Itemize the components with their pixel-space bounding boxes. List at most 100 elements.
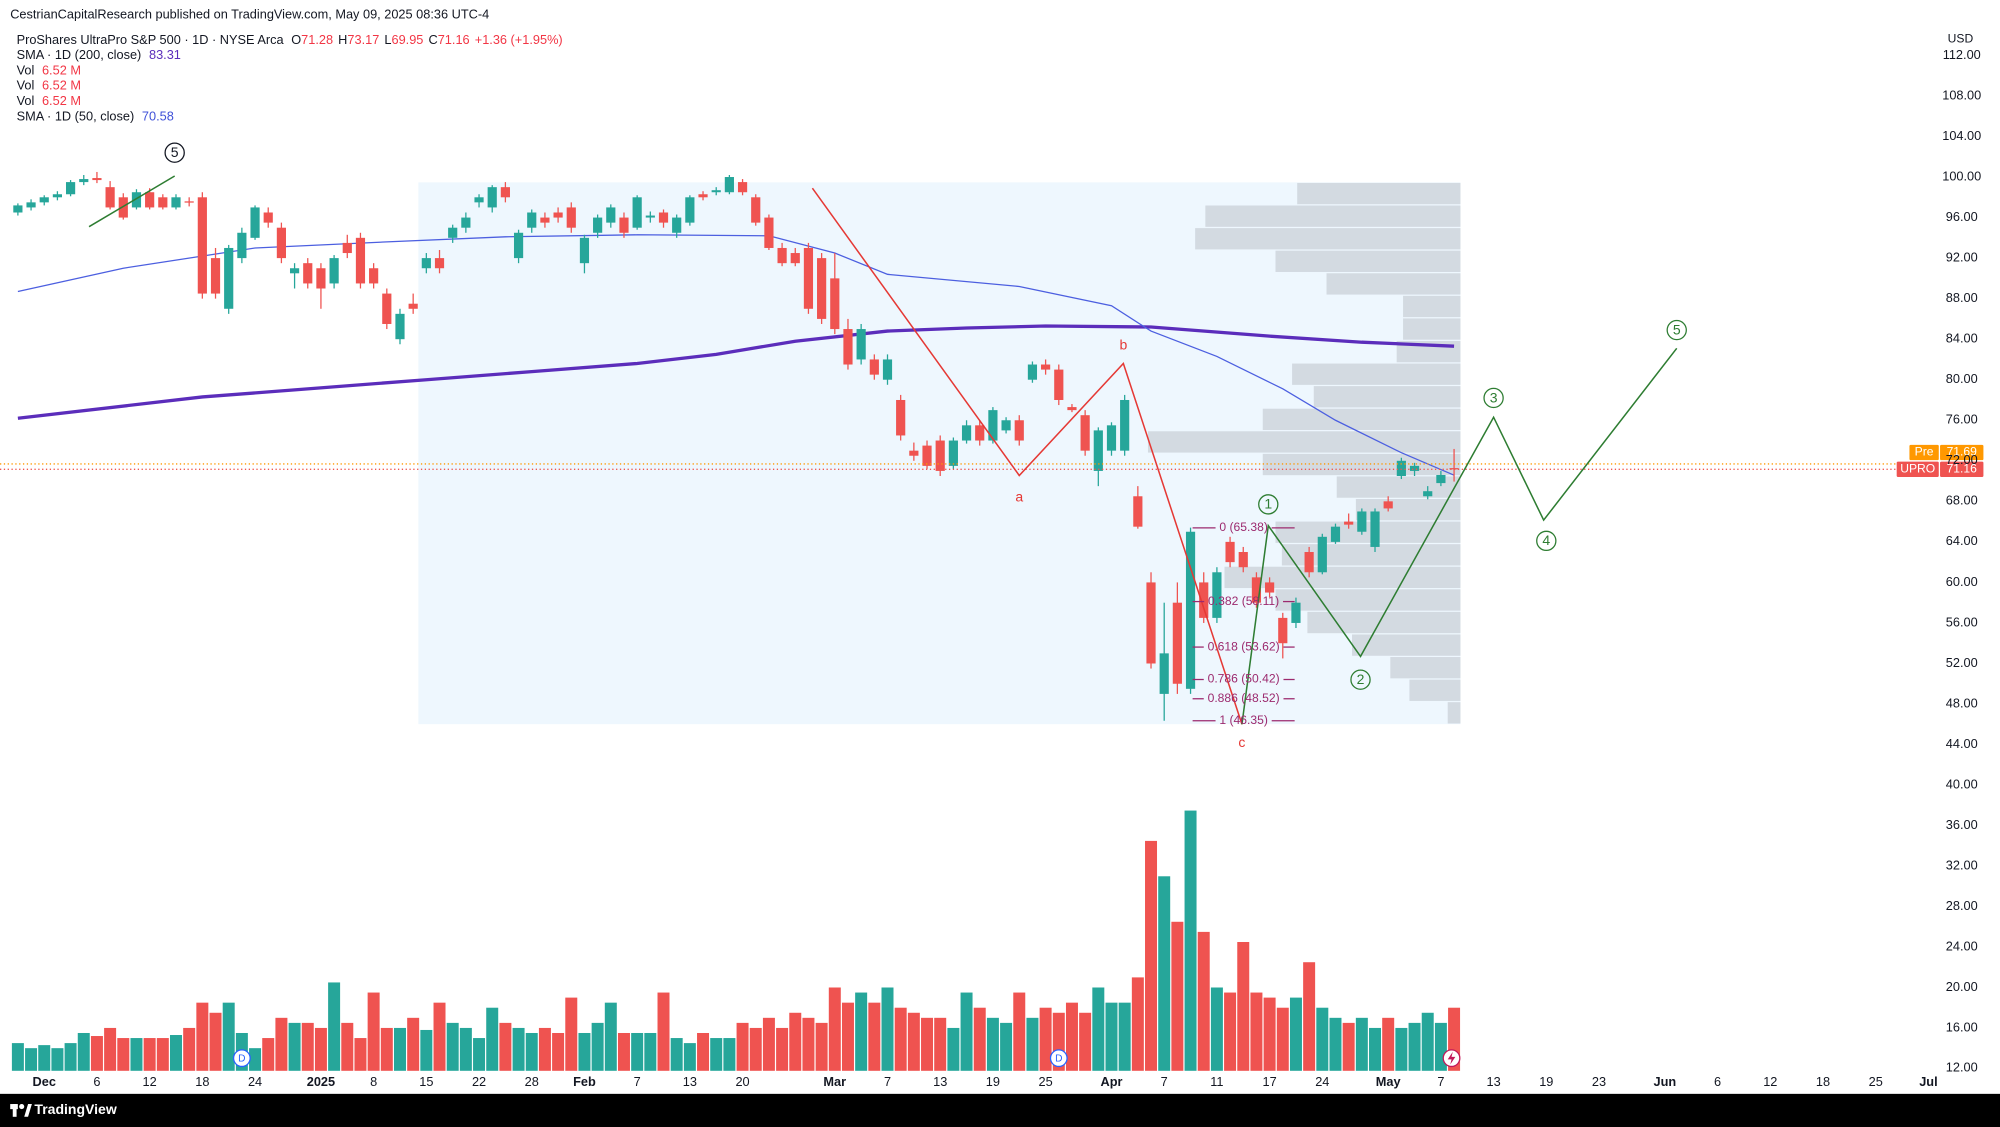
candle-body <box>1291 602 1301 623</box>
volume-bar <box>591 1022 604 1071</box>
volume-bar <box>130 1038 143 1071</box>
volume-bar <box>156 1038 169 1071</box>
volume-bar <box>275 1017 288 1071</box>
volume-bar <box>841 1002 854 1071</box>
x-tick-label: 15 <box>419 1074 433 1089</box>
volume-bar <box>1224 992 1237 1071</box>
volume-bar <box>762 1017 775 1071</box>
volume-bar <box>578 1032 591 1071</box>
candle-body <box>790 253 800 264</box>
candle-body <box>1212 572 1222 618</box>
volume-bar <box>1026 1017 1039 1071</box>
candle-body <box>1317 536 1327 573</box>
candle-body <box>724 177 734 193</box>
volume-bar <box>617 1032 630 1071</box>
volume-bar <box>104 1027 117 1071</box>
y2-tick-label: 12.00 <box>1946 1060 1978 1075</box>
x-tick-label: 19 <box>1539 1074 1553 1089</box>
legend-value: 6.52 M <box>42 93 81 108</box>
y-tick-label: 80.00 <box>1946 371 1978 386</box>
x-tick-label: 8 <box>370 1074 377 1089</box>
candle-body <box>961 425 972 441</box>
candle-body <box>1199 582 1209 618</box>
candle-body <box>1423 491 1433 497</box>
x-tick-label: 7 <box>1437 1074 1444 1089</box>
volume-bar <box>1158 876 1171 1071</box>
wave-line <box>811 187 1243 725</box>
candle-body <box>803 247 814 309</box>
x-tick-label: 24 <box>248 1074 262 1089</box>
legend-main: ProShares UltraPro S&P 500 · 1D · NYSE A… <box>17 32 563 47</box>
y-tick-label: 68.00 <box>1946 493 1978 508</box>
wave-label: c <box>1238 734 1245 750</box>
volume-bar <box>1079 1012 1092 1071</box>
candle-body <box>1146 582 1156 664</box>
candle-body <box>1106 425 1117 451</box>
volume-bar <box>1421 1012 1434 1071</box>
candle-body <box>1251 577 1262 603</box>
volume-bar <box>117 1038 130 1071</box>
volume-bar <box>301 1022 314 1071</box>
volume-profile-row <box>1262 408 1461 431</box>
volume-bar <box>77 1032 90 1071</box>
x-tick-label: 20 <box>735 1074 749 1089</box>
volume-bar <box>881 987 894 1071</box>
fib-label: 0.618 (53.62) <box>1208 639 1280 653</box>
volume-bar <box>380 1027 393 1071</box>
wave-circle <box>1666 319 1687 341</box>
ohlc-label: L <box>384 32 391 47</box>
volume-bar <box>723 1038 736 1071</box>
volume-bar <box>1408 1022 1421 1071</box>
candle-body <box>105 187 115 208</box>
candle-body <box>830 278 840 330</box>
volume-bar <box>1276 1007 1289 1071</box>
legend-name: Vol <box>17 63 35 78</box>
volume-bar <box>393 1027 406 1071</box>
candle-body <box>118 197 128 218</box>
y-tick-label: 72.00 <box>1946 452 1978 467</box>
candle-body <box>369 268 379 284</box>
currency: USD <box>1948 32 1974 46</box>
wave-label: b <box>1119 337 1127 353</box>
volume-bar <box>1355 1017 1368 1071</box>
event-marker <box>1049 1049 1068 1068</box>
candle-body <box>145 192 155 208</box>
candle-body <box>527 212 537 228</box>
volume-bar <box>486 1007 499 1071</box>
volume-bar <box>328 982 341 1071</box>
candle-body <box>1278 617 1288 644</box>
legend-name: Vol <box>17 78 35 93</box>
volume-bar <box>894 1007 907 1071</box>
candle-body <box>817 258 827 319</box>
volume-bar <box>1263 997 1276 1071</box>
event-label: D <box>1055 1053 1062 1064</box>
wave-line <box>88 175 176 228</box>
y-tick-label: 60.00 <box>1946 574 1978 589</box>
x-tick-label: 6 <box>93 1074 100 1089</box>
legend-vol: Vol 6.52 M <box>17 78 81 93</box>
wave-circle <box>1258 494 1279 515</box>
volume-bar <box>1250 992 1263 1071</box>
volume-profile-row <box>1352 634 1461 656</box>
x-tick-label: Mar <box>823 1074 846 1089</box>
candle-body <box>210 258 221 294</box>
volume-bar <box>354 1038 367 1071</box>
y-tick-label: 44.00 <box>1946 736 1978 751</box>
wave-line <box>1241 347 1678 725</box>
candle-body <box>1185 531 1196 689</box>
x-tick-label: 6 <box>1714 1074 1721 1089</box>
y-tick-label: 76.00 <box>1946 412 1978 427</box>
volume-bar <box>64 1043 77 1071</box>
y-tick-label: 100.00 <box>1942 168 1981 183</box>
legend-vol: Vol 6.52 M <box>17 63 81 78</box>
legend-vol: Vol 6.52 M <box>17 93 81 108</box>
legend-value: 70.58 <box>142 109 174 124</box>
x-tick-label: Jun <box>1654 1074 1677 1089</box>
candle-body <box>1080 415 1090 451</box>
x-tick-label: 11 <box>1210 1074 1223 1089</box>
tv-logo <box>10 1104 32 1117</box>
volume-bar <box>183 1027 196 1071</box>
y-tick-label: 64.00 <box>1946 533 1978 548</box>
x-tick-label: 22 <box>472 1074 486 1089</box>
volume-bar <box>855 992 868 1071</box>
